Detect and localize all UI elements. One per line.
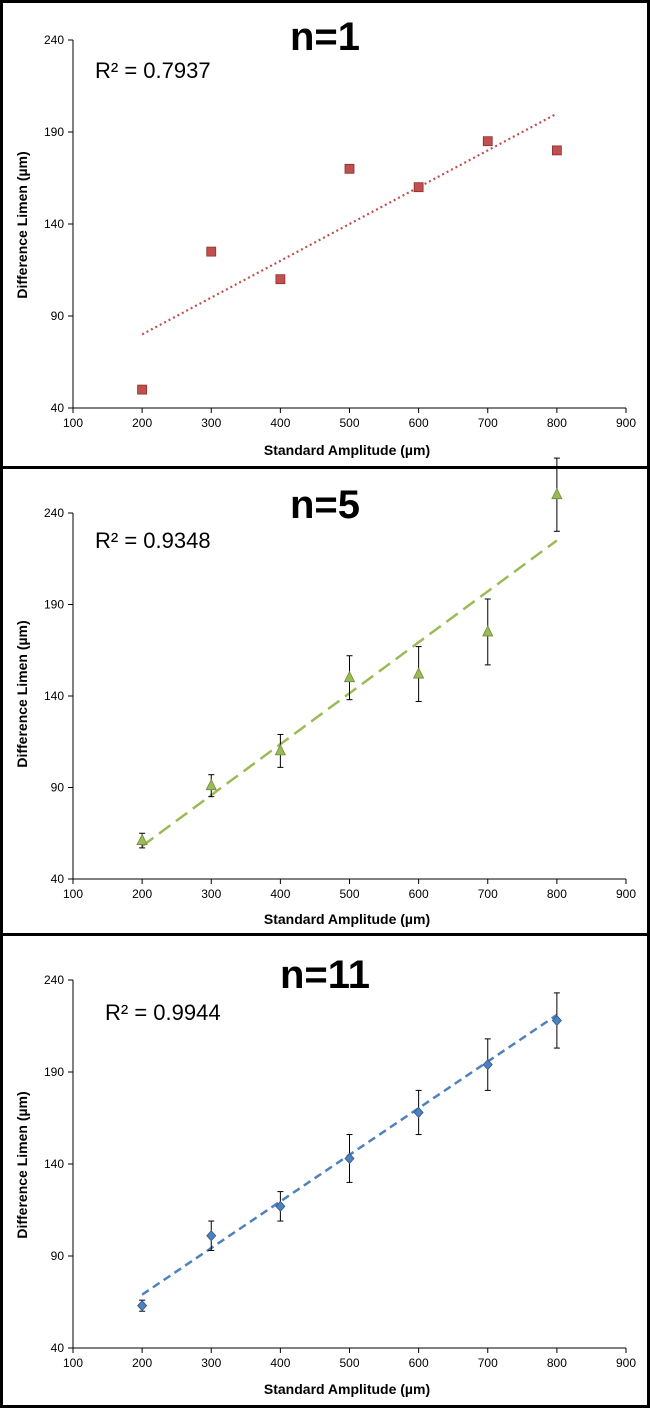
chart-panel-2: n=5 R² = 0.9348 Standard Amplitude (µm) … — [14, 457, 636, 927]
y-tick-label: 40 — [51, 401, 65, 415]
x-axis-label: Standard Amplitude (µm) — [264, 911, 430, 927]
data-point — [274, 744, 287, 756]
data-point — [482, 136, 493, 147]
panel-frame-3 — [0, 933, 650, 1408]
data-point — [206, 1230, 217, 1242]
x-tick-label: 500 — [339, 887, 359, 901]
x-tick-label: 600 — [409, 887, 429, 901]
y-tick-label: 40 — [51, 872, 65, 886]
data-point — [482, 625, 494, 637]
x-tick-label: 500 — [339, 1356, 359, 1370]
x-tick-label: 300 — [201, 416, 221, 430]
y-tick-label: 90 — [51, 781, 65, 795]
x-tick-label: 900 — [616, 416, 636, 430]
x-tick-label: 100 — [63, 1356, 83, 1370]
x-tick-label: 200 — [132, 887, 152, 901]
data-point — [482, 1059, 493, 1071]
y-axis-label: Difference Limen (µm) — [14, 620, 30, 767]
y-tick-label: 140 — [44, 217, 64, 231]
x-tick-label: 100 — [63, 887, 83, 901]
data-point — [205, 778, 217, 791]
chart-panel-3: n=11 R² = 0.9944 Standard Amplitude (µm)… — [14, 953, 636, 1397]
y-tick-label: 190 — [44, 1065, 64, 1079]
x-tick-label: 800 — [547, 887, 567, 901]
data-point — [413, 1106, 424, 1119]
y-tick-label: 90 — [51, 1249, 65, 1263]
x-tick-label: 500 — [339, 416, 359, 430]
data-point — [137, 384, 148, 395]
x-tick-label: 300 — [201, 887, 221, 901]
x-tick-label: 400 — [270, 416, 290, 430]
x-tick-label: 700 — [478, 416, 498, 430]
x-tick-label: 900 — [616, 887, 636, 901]
data-point — [343, 670, 356, 683]
y-tick-label: 140 — [44, 1157, 64, 1171]
data-point — [136, 833, 148, 845]
data-point — [344, 1152, 355, 1165]
r-squared-annotation: R² = 0.9944 — [105, 1000, 221, 1025]
x-tick-label: 400 — [270, 887, 290, 901]
data-point — [551, 145, 562, 156]
y-tick-label: 190 — [44, 598, 64, 612]
x-tick-label: 600 — [409, 1356, 429, 1370]
r-squared-annotation: R² = 0.7937 — [95, 58, 211, 83]
r-squared-annotation: R² = 0.9348 — [95, 528, 211, 553]
x-tick-label: 400 — [270, 1356, 290, 1370]
data-point — [551, 487, 563, 500]
data-point — [275, 274, 286, 285]
data-point — [275, 1200, 286, 1212]
y-tick-label: 240 — [44, 973, 64, 987]
x-tick-label: 600 — [409, 416, 429, 430]
x-axis-label: Standard Amplitude (µm) — [264, 1381, 430, 1397]
y-tick-label: 90 — [51, 309, 65, 323]
y-tick-label: 240 — [44, 33, 64, 47]
y-tick-label: 190 — [44, 125, 64, 139]
x-axis-label: Standard Amplitude (µm) — [264, 442, 430, 458]
x-tick-label: 700 — [478, 1356, 498, 1370]
y-axis-label: Difference Limen (µm) — [14, 1091, 30, 1238]
y-tick-label: 140 — [44, 689, 64, 703]
chart-title: n=1 — [290, 15, 360, 59]
data-point — [206, 246, 217, 257]
x-tick-label: 300 — [201, 1356, 221, 1370]
x-tick-label: 700 — [478, 887, 498, 901]
x-tick-label: 800 — [547, 1356, 567, 1370]
y-tick-label: 40 — [51, 1341, 65, 1355]
x-tick-label: 200 — [132, 1356, 152, 1370]
x-tick-label: 900 — [616, 1356, 636, 1370]
x-tick-label: 800 — [547, 416, 567, 430]
chart-panel-1: n=1 R² = 0.7937 Standard Amplitude (µm) … — [14, 15, 636, 458]
x-tick-label: 200 — [132, 416, 152, 430]
data-point — [551, 1014, 562, 1027]
chart-title: n=11 — [280, 953, 370, 997]
data-point — [344, 163, 355, 174]
trendline — [141, 112, 558, 336]
x-tick-label: 100 — [63, 416, 83, 430]
data-point — [413, 182, 424, 193]
data-point — [412, 667, 425, 679]
data-point — [137, 1300, 148, 1312]
chart-title: n=5 — [290, 483, 360, 527]
y-axis-label: Difference Limen (µm) — [14, 151, 30, 298]
y-tick-label: 240 — [44, 506, 64, 520]
